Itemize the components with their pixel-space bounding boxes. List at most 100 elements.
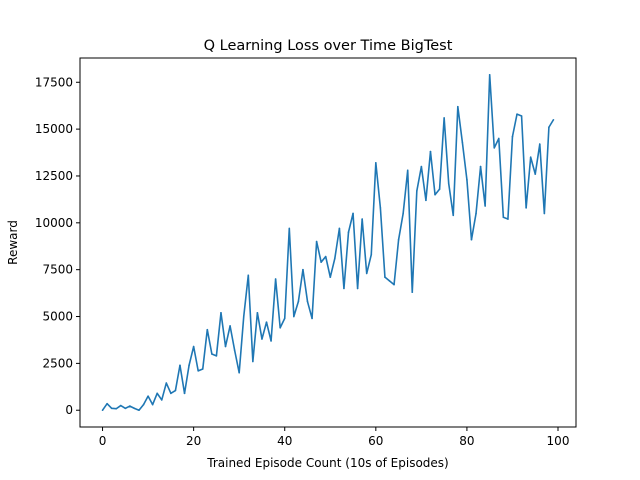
plot-area-frame	[79, 57, 577, 428]
y-tick-label: 15000	[35, 122, 73, 136]
data-point	[142, 403, 145, 406]
data-point	[475, 212, 477, 215]
data-point	[548, 126, 550, 129]
ticks-layer: 0 20 40 60 80 100 0 2500 5000 7500 10000 12500 15000…	[35, 75, 570, 448]
data-point	[443, 117, 445, 119]
data-point	[101, 409, 104, 412]
y-tick-label: 5000	[42, 310, 73, 324]
data-point	[220, 311, 222, 314]
data-point	[279, 326, 281, 329]
data-point	[274, 278, 277, 280]
data-point	[507, 218, 509, 220]
data-point	[529, 156, 532, 159]
data-point	[320, 261, 322, 263]
data-point	[420, 165, 423, 168]
data-point	[416, 190, 418, 192]
data-point	[552, 118, 555, 121]
data-point	[133, 407, 136, 410]
data-point	[302, 268, 304, 271]
y-tick-label: 7500	[42, 263, 73, 277]
data-point	[151, 403, 154, 406]
data-point	[238, 371, 240, 374]
data-point	[365, 272, 368, 275]
data-point	[498, 137, 500, 140]
data-point	[488, 73, 491, 76]
x-tick-label: 20	[186, 434, 201, 448]
data-point	[434, 193, 436, 196]
data-point	[138, 409, 140, 412]
data-point	[311, 317, 313, 320]
data-point	[520, 115, 523, 117]
data-point	[224, 345, 227, 348]
data-point	[211, 353, 213, 355]
data-point	[197, 370, 199, 372]
data-point	[293, 315, 295, 318]
data-point	[156, 392, 158, 395]
data-point	[288, 227, 291, 230]
x-axis-label: Trained Episode Count (10s of Episodes)	[206, 456, 448, 470]
data-point	[174, 389, 177, 392]
x-tick-label: 60	[368, 434, 383, 448]
data-point	[170, 392, 172, 395]
data-point	[160, 399, 163, 401]
series-line	[101, 73, 555, 412]
y-tick-label: 12500	[35, 169, 73, 183]
data-point	[334, 257, 336, 260]
data-point	[188, 364, 190, 367]
data-point	[406, 169, 409, 172]
data-point	[343, 287, 345, 290]
data-point	[283, 317, 286, 320]
y-tick-label: 0	[65, 403, 73, 417]
data-point	[493, 147, 496, 149]
data-point	[479, 165, 482, 168]
data-point	[397, 238, 400, 241]
data-point	[315, 240, 318, 243]
data-point	[110, 407, 113, 410]
data-point	[361, 218, 363, 220]
data-point	[402, 212, 404, 215]
y-tick-label: 10000	[35, 216, 73, 230]
data-point	[329, 276, 332, 278]
data-point	[484, 205, 486, 207]
data-point	[242, 315, 245, 318]
data-point	[119, 404, 122, 407]
data-point	[306, 300, 309, 303]
chart-title: Q Learning Loss over Time BigTest	[204, 38, 453, 54]
data-point	[201, 368, 204, 370]
data-point	[429, 150, 432, 153]
data-point	[192, 345, 195, 348]
data-point	[165, 382, 168, 384]
data-point	[452, 214, 455, 217]
data-point	[438, 188, 441, 190]
data-point	[247, 274, 250, 277]
data-point	[106, 402, 108, 405]
data-point	[252, 360, 254, 363]
data-point	[516, 113, 518, 115]
data-point	[206, 328, 209, 331]
data-point	[525, 207, 527, 209]
y-tick-label: 17500	[35, 75, 73, 89]
data-point	[115, 407, 118, 410]
data-point	[393, 283, 395, 286]
data-point	[347, 231, 350, 233]
data-point	[457, 105, 459, 108]
data-point	[179, 364, 181, 367]
data-point	[384, 276, 386, 278]
data-point	[356, 287, 359, 290]
data-point	[461, 141, 464, 144]
data-point	[124, 407, 127, 410]
data-point	[511, 135, 514, 138]
data-point	[379, 207, 382, 209]
data-point	[466, 178, 468, 181]
data-point	[215, 355, 218, 357]
data-point	[129, 405, 131, 407]
data-point	[388, 280, 391, 282]
data-point	[229, 325, 231, 327]
series-layer	[101, 73, 555, 412]
data-point	[425, 199, 427, 202]
data-point	[502, 216, 505, 218]
data-point	[370, 253, 373, 256]
data-point	[270, 340, 272, 342]
